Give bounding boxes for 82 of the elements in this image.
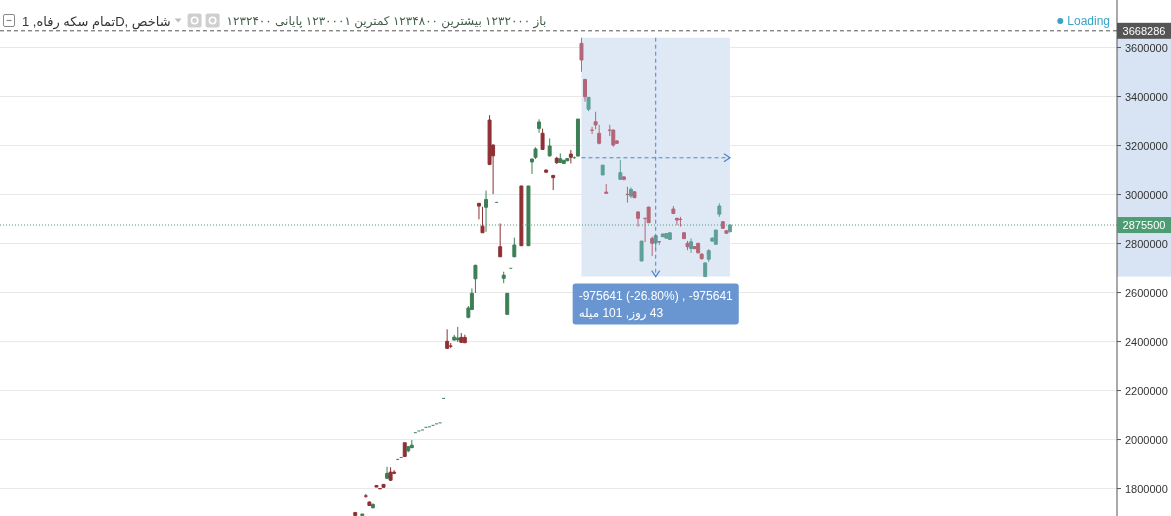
candlestick — [713, 229, 718, 246]
candlestick — [512, 237, 517, 258]
candlestick — [565, 157, 570, 162]
candlestick — [618, 159, 623, 181]
candlestick — [476, 202, 481, 220]
candlestick — [636, 210, 641, 228]
ref-line-label: 3668286 — [1122, 24, 1166, 37]
candlestick — [374, 484, 379, 488]
candlestick — [544, 169, 549, 173]
candlestick — [558, 152, 563, 163]
candlestick — [480, 206, 485, 234]
candlestick — [367, 500, 372, 507]
y-tick-label: 3000000 — [1125, 188, 1168, 201]
candlestick — [551, 174, 556, 191]
candlestick — [494, 201, 499, 204]
candlestick — [568, 149, 573, 164]
candlestick — [462, 334, 467, 344]
y-tick-label: 2000000 — [1125, 433, 1168, 446]
candlestick — [540, 128, 545, 151]
y-tick-label: 2600000 — [1125, 286, 1168, 299]
candlestick — [473, 264, 478, 294]
candlestick — [628, 186, 633, 199]
candlestick — [409, 439, 414, 449]
candlestick — [625, 186, 630, 204]
candlestick — [484, 190, 489, 233]
candlestick — [505, 292, 510, 315]
y-tick-label: 3600000 — [1125, 41, 1168, 54]
candlestick — [579, 37, 584, 73]
candlestick — [526, 185, 531, 247]
candlestick — [621, 175, 626, 181]
candlestick — [650, 236, 655, 257]
candlestick — [586, 96, 591, 112]
candlestick — [682, 231, 686, 240]
candlestick — [353, 511, 358, 516]
candlestick — [459, 332, 464, 344]
candlestick — [590, 126, 595, 135]
candlestick — [674, 217, 679, 226]
text: تمام سکه رفاه, 1D, شاخص — [22, 13, 171, 30]
candlestick — [611, 128, 616, 148]
candlestick — [706, 248, 711, 263]
candlestick — [685, 240, 690, 251]
candlestick — [395, 458, 400, 461]
candlestick — [385, 466, 390, 480]
y-tick-label: 3200000 — [1125, 139, 1168, 152]
candlestick — [639, 240, 644, 262]
candlestick — [547, 137, 552, 158]
candlestick — [363, 493, 368, 499]
candlestick — [717, 202, 722, 218]
ref-line-label: 2875500 — [1122, 219, 1166, 232]
candlestick — [632, 190, 637, 199]
candlestick — [657, 240, 662, 246]
text: باز ۱۲۳۲۰۰۰ بیشترین ۱۲۳۴۸۰۰ کمترین ۱۲۳۰۰۰۱ پایانی ۱۲۳۲۴۰۰ — [226, 14, 547, 29]
annotation: 43 روز, 101 میله — [578, 305, 664, 321]
y-tick-label: 1800000 — [1125, 482, 1168, 495]
candlestick — [604, 183, 609, 195]
candlestick — [455, 326, 460, 343]
y-tick-label: 3400000 — [1125, 90, 1168, 103]
candlestick — [667, 232, 672, 241]
candlestick — [600, 164, 605, 176]
candlestick — [692, 245, 697, 250]
y-tick-label: 2200000 — [1125, 384, 1168, 397]
y-tick-label: 2800000 — [1125, 237, 1168, 250]
candlestick — [519, 185, 524, 247]
candlestick — [537, 118, 542, 134]
candlestick — [445, 328, 450, 349]
candlestick — [671, 205, 676, 215]
y-tick-label: 2400000 — [1125, 335, 1168, 348]
candlestick — [575, 118, 580, 157]
candlestick — [360, 513, 365, 516]
candlestick — [664, 232, 669, 239]
candlestick — [370, 502, 375, 510]
candlestick — [501, 271, 506, 284]
candlestick — [399, 456, 404, 459]
candlestick — [498, 222, 503, 258]
candlestick — [689, 237, 694, 254]
candlestick — [583, 78, 587, 103]
candlestick — [678, 216, 683, 228]
annotation: Loading — [1067, 14, 1110, 28]
candlestick — [388, 466, 393, 482]
candlestick — [381, 483, 386, 488]
annotation: -975641 (-26.80%) , -975641 — [578, 288, 734, 303]
candlestick — [703, 262, 708, 278]
